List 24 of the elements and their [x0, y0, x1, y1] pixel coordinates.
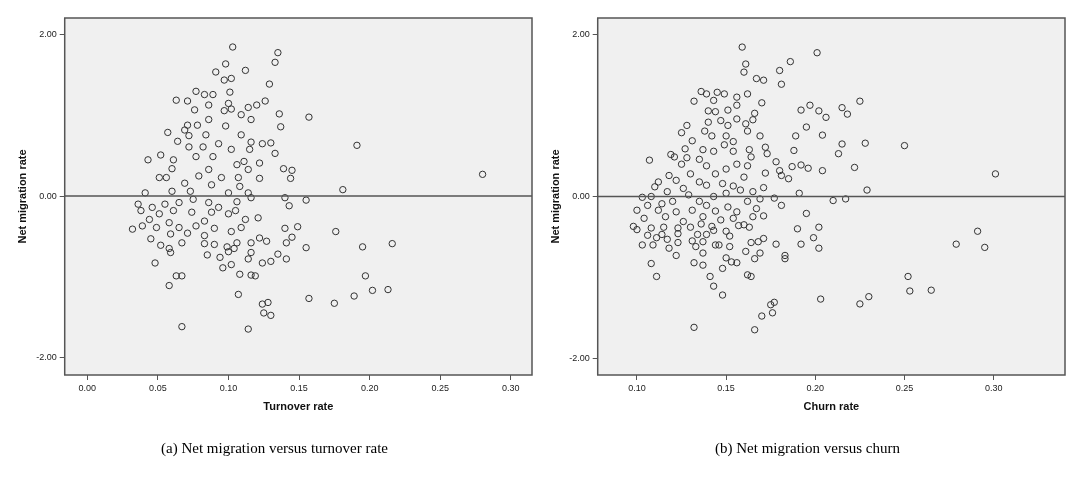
x-tick-label: 0.25 — [431, 382, 449, 393]
x-axis-title: Turnover rate — [263, 400, 334, 413]
y-tick-label: 0.00 — [572, 190, 590, 201]
x-tick-label: 0.10 — [628, 382, 646, 393]
y-tick-label: 2.00 — [572, 29, 590, 40]
x-tick-label: 0.20 — [360, 382, 379, 393]
x-tick-label: 0.25 — [895, 382, 914, 393]
x-tick-label: 0.00 — [78, 382, 97, 393]
x-tick-label: 0.15 — [717, 382, 735, 393]
text: (a) Net migration versus turnover rate — [161, 440, 388, 457]
x-tick-label: 0.05 — [149, 382, 167, 393]
x-tick-label: 0.15 — [290, 382, 308, 393]
x-tick-label: 0.30 — [502, 382, 520, 393]
y-tick-label: -2.00 — [36, 351, 57, 362]
x-tick-label: 0.20 — [806, 382, 825, 393]
y-tick-label: 0.00 — [39, 190, 57, 201]
y-axis-title: Net migration rate — [548, 149, 561, 244]
x-tick-label: 0.10 — [219, 382, 238, 393]
y-tick-label: 2.00 — [39, 29, 57, 40]
y-axis-title: Net migration rate — [15, 149, 28, 244]
y-tick-label: -2.00 — [569, 352, 590, 363]
x-axis-title: Churn rate — [803, 400, 860, 413]
text: (b) Net migration versus churn — [715, 440, 900, 457]
x-tick-label: 0.30 — [984, 382, 1003, 393]
